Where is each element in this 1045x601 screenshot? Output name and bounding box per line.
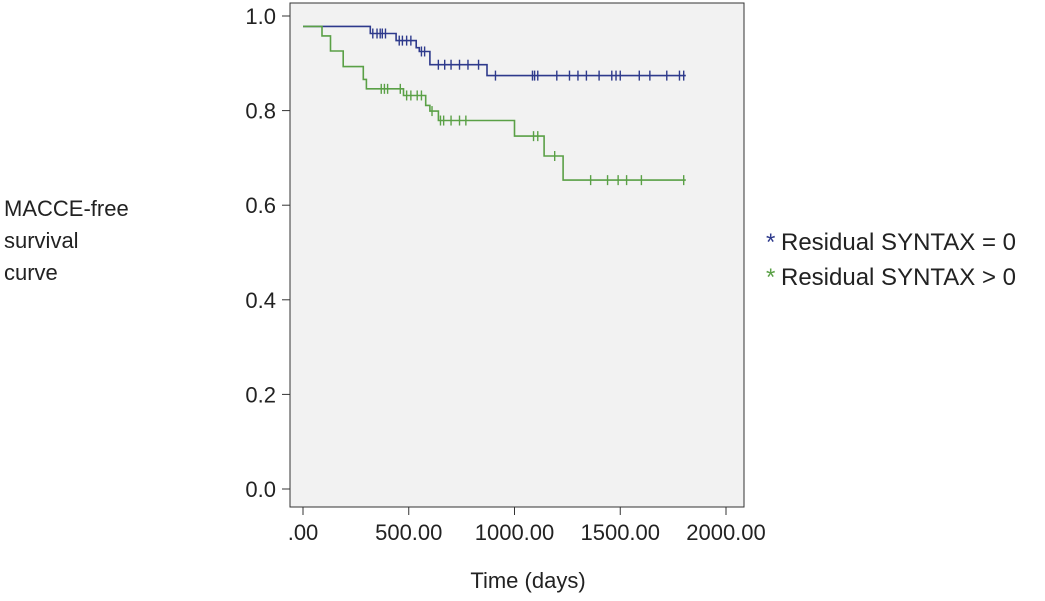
y-axis: 0.0 0.2 0.4 0.6 0.8 1.0: [245, 4, 290, 502]
series-layer: [303, 25, 686, 186]
legend-item-residual-syntax-0: * Residual SYNTAX = 0: [766, 229, 1016, 256]
x-tick-label-4: 2000.00: [686, 520, 766, 545]
series-line-1: [303, 25, 686, 181]
legend: * Residual SYNTAX = 0 * Residual SYNTAX …: [766, 229, 1016, 291]
y-tick-label-3: 0.6: [245, 193, 276, 218]
x-tick-label-3: 1500.00: [580, 520, 660, 545]
x-axis: .00 500.00 1000.00 1500.00 2000.00: [288, 507, 766, 545]
y-axis-title-line-3: curve: [4, 260, 58, 285]
legend-marker-residual-syntax-gt-0: *: [766, 264, 775, 291]
legend-label-residual-syntax-0: Residual SYNTAX = 0: [781, 229, 1016, 256]
y-axis-title-line-2: survival: [4, 228, 79, 253]
x-tick-label-0: .00: [288, 520, 319, 545]
legend-label-residual-syntax-gt-0: Residual SYNTAX > 0: [781, 264, 1016, 291]
series-0: [303, 25, 686, 81]
series-1: [303, 25, 686, 186]
y-tick-label-4: 0.8: [245, 99, 276, 124]
y-tick-label-2: 0.4: [245, 288, 276, 313]
legend-item-residual-syntax-gt-0: * Residual SYNTAX > 0: [766, 264, 1016, 291]
y-tick-label-0: 0.0: [245, 477, 276, 502]
y-axis-title-line-1: MACCE-free: [4, 196, 129, 221]
y-tick-label-5: 1.0: [245, 4, 276, 29]
x-tick-label-2: 1000.00: [475, 520, 555, 545]
plot-area: [289, 2, 745, 508]
x-tick-label-1: 500.00: [375, 520, 442, 545]
legend-marker-residual-syntax-0: *: [766, 229, 775, 256]
series-line-0: [303, 25, 686, 77]
y-tick-label-1: 0.2: [245, 382, 276, 407]
x-axis-title: Time (days): [470, 568, 585, 593]
